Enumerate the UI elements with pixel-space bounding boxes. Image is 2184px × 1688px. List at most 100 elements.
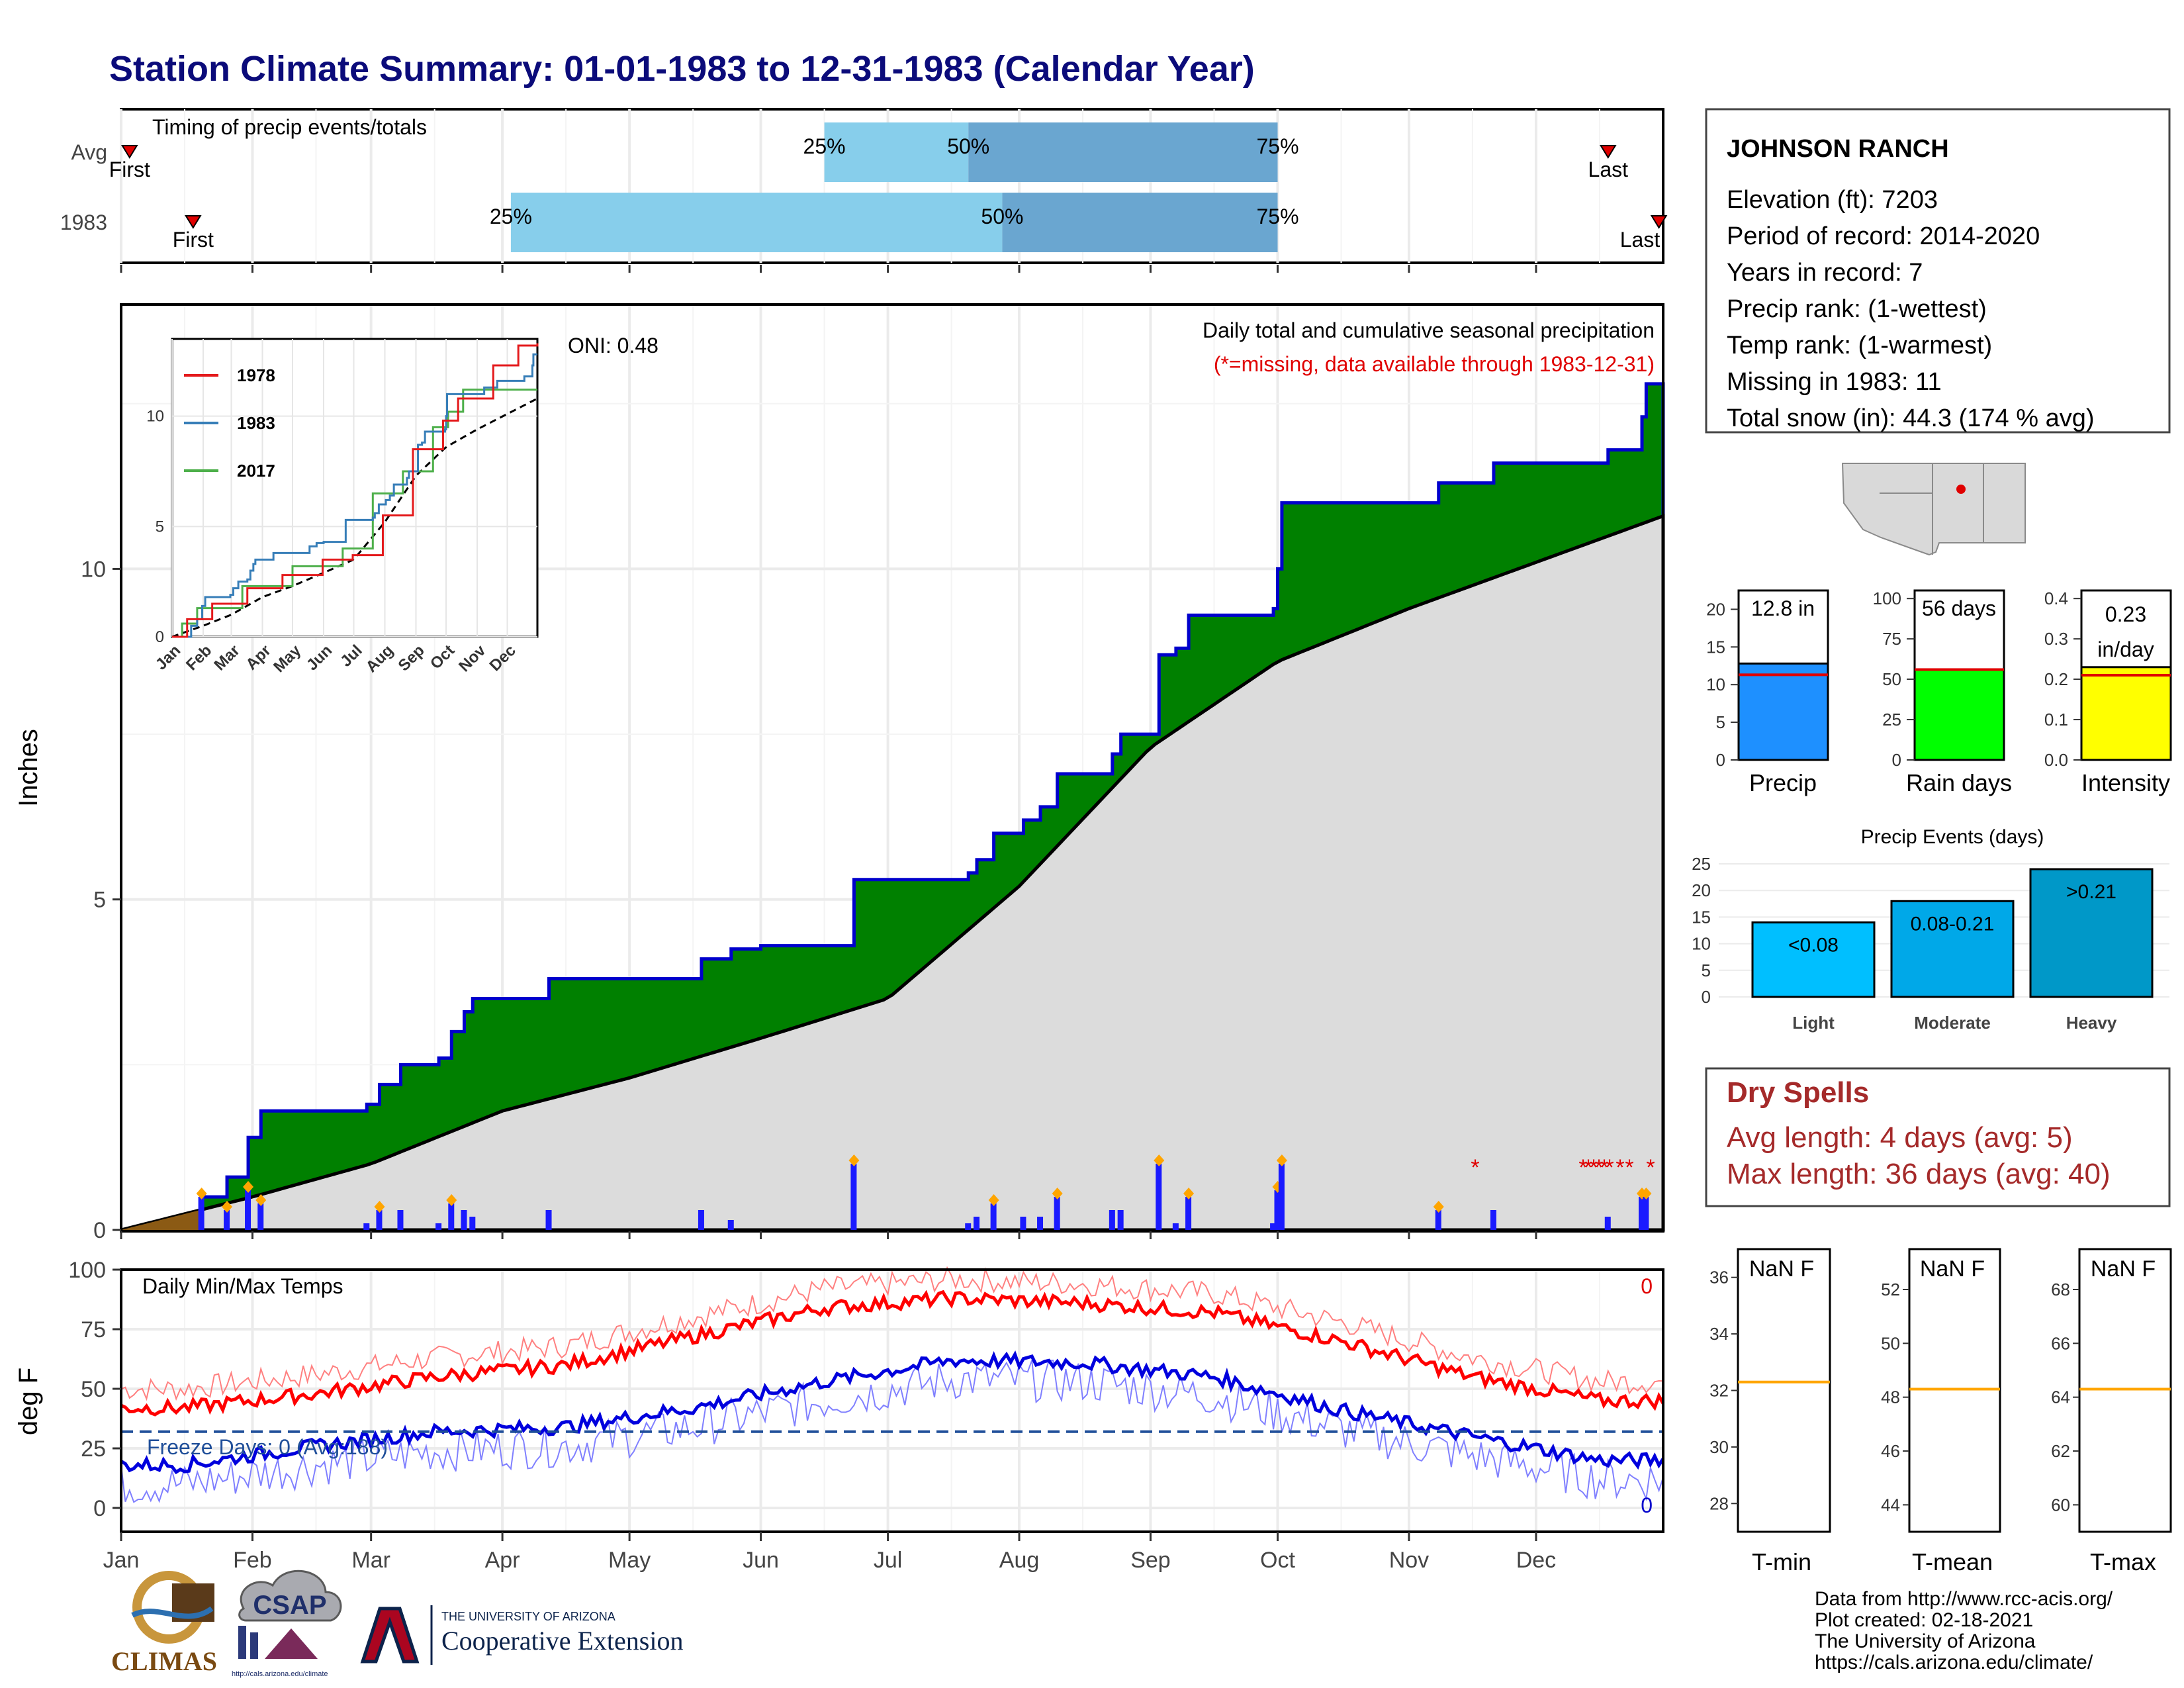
climas-wave-mark xyxy=(131,1606,214,1619)
snow-marker xyxy=(196,1188,207,1199)
daily-precip-bar xyxy=(363,1223,370,1230)
inset-series-1978 xyxy=(172,343,539,638)
station-frame xyxy=(1705,108,2171,434)
avg-max-temp-line xyxy=(120,1266,1664,1401)
month-label: Jan xyxy=(103,1548,140,1573)
snow-marker xyxy=(446,1194,457,1206)
snow-marker xyxy=(374,1201,385,1213)
daily-precip-bar xyxy=(1156,1164,1162,1230)
timing-pct-label: 25% xyxy=(803,134,846,158)
events-bar xyxy=(2029,868,2154,998)
snow-marker xyxy=(1276,1154,1287,1166)
footer-line: The University of Arizona xyxy=(1815,1630,2036,1652)
raindays-tick-label: 0 xyxy=(1892,750,1901,770)
daily-precip-bar xyxy=(469,1217,476,1230)
month-label: Oct xyxy=(1260,1548,1295,1573)
tmax-box-frame xyxy=(2078,1248,2172,1533)
tmin-tick-label: 30 xyxy=(1709,1437,1729,1457)
temp-tick-label: 75 xyxy=(81,1317,106,1342)
station-info: JOHNSON RANCH Elevation (ft): 7203 Perio… xyxy=(1705,108,2171,434)
daily-precip-bar xyxy=(1020,1217,1026,1230)
daily-precip-bar xyxy=(1274,1190,1281,1230)
temp-y-axis: 0 25 50 75 100 xyxy=(68,1258,121,1521)
month-label: Jul xyxy=(874,1548,902,1573)
missing-data-marks: * ****** * * * xyxy=(1471,1155,1655,1180)
max-temp-line xyxy=(120,1289,1665,1417)
precip-frame xyxy=(120,303,1664,1233)
summary-bars: 0 5 10 15 20 0 25 50 75 100 0.0 0.1 0.2 0.3 0.4 xyxy=(1706,588,2172,770)
events-bar-label: <0.08 xyxy=(1788,934,1839,956)
missing-day-mark: * xyxy=(1625,1155,1633,1180)
freeze-days: Freeze Days: 0 (Avg:188) xyxy=(147,1435,388,1459)
precip-tick-label: 20 xyxy=(1706,599,1725,619)
daily-precip-bar xyxy=(1054,1197,1060,1230)
tmean-tick-label: 48 xyxy=(1881,1387,1900,1407)
tmean-tick-label: 44 xyxy=(1881,1495,1900,1515)
station-line: Total snow (in): 44.3 (174 % avg) xyxy=(1727,404,2095,432)
timing-row-avg: Avg xyxy=(71,140,107,164)
footer-line: https://cals.arizona.edu/climate/ xyxy=(1815,1652,2093,1673)
missing-day-mark: * xyxy=(1584,1155,1592,1180)
temp-frame xyxy=(120,1268,1664,1533)
daily-precip-bar xyxy=(461,1210,467,1230)
timing-pct-label: 50% xyxy=(947,134,989,158)
temp-panel: 0 25 50 75 100 Jan Feb Mar Apr May Jun Jul Aug Sep Oc… xyxy=(14,1258,1665,1573)
raindays-bar-value: 56 days xyxy=(1922,596,1996,620)
tmean-label: T-mean xyxy=(1912,1548,1993,1575)
events-bar xyxy=(1751,921,1876,998)
snow-marker xyxy=(1641,1188,1652,1199)
daily-precip-bar xyxy=(1270,1223,1277,1230)
csap-wordmark: CSAP xyxy=(253,1591,326,1620)
tmax-value: NaN F xyxy=(2091,1256,2156,1282)
precip-tick-label: 10 xyxy=(1706,675,1725,694)
last-label: Last xyxy=(1588,158,1629,181)
climas-logo: CLIMAS xyxy=(111,1571,217,1676)
tmax-tick-label: 66 xyxy=(2051,1333,2070,1353)
daily-precip-bar xyxy=(1185,1197,1192,1230)
precip-tick-label: 5 xyxy=(93,888,106,913)
inset-tick-label: 10 xyxy=(146,408,164,426)
daily-precip-bar xyxy=(397,1210,404,1230)
tmean-tick-label: 52 xyxy=(1881,1280,1900,1299)
tmean-tick-label: 46 xyxy=(1881,1441,1900,1461)
events-tick-label: 10 xyxy=(1692,934,1711,954)
station-location-dot xyxy=(1956,485,1966,494)
daily-precip-bar xyxy=(1643,1197,1649,1230)
raindays-bar-label: Rain days xyxy=(1906,769,2012,796)
precip-y-axis: 0 5 10 xyxy=(81,265,1537,1243)
missing-day-mark: * xyxy=(1605,1155,1614,1180)
intensity-bar-fill xyxy=(2080,666,2172,761)
timing-marks: 25% 50% 75% First Last 25% 50% 75% First Last xyxy=(109,134,1668,252)
month-label: May xyxy=(608,1548,651,1573)
daily-precip-bars xyxy=(196,1154,1652,1230)
station-line: Elevation (ft): 7203 xyxy=(1727,186,1938,214)
timing-pct-label: 50% xyxy=(981,205,1023,228)
daily-precip-bar xyxy=(257,1203,264,1230)
station-line: Precip rank: (1-wettest) xyxy=(1727,295,1987,323)
dry-spells: Dry Spells Avg length: 4 days (avg: 5) M… xyxy=(1705,1067,2171,1207)
ua-big-text: Cooperative Extension xyxy=(441,1626,683,1656)
precip-tick-label: 0 xyxy=(93,1218,106,1243)
snow-marker xyxy=(848,1154,860,1166)
daily-precip-bar xyxy=(1435,1210,1441,1230)
raindays-bar-fill xyxy=(1913,668,2005,761)
snow-marker xyxy=(255,1194,267,1206)
daily-precip-bar xyxy=(965,1223,972,1230)
precip-tick-label: 5 xyxy=(1716,712,1725,732)
intensity-tick-label: 0.0 xyxy=(2044,750,2068,770)
inset-legend-label: 1983 xyxy=(237,413,275,433)
daily-precip-bar xyxy=(448,1203,455,1230)
footer-credits: Data from http://www.rcc-acis.org/ Plot … xyxy=(1815,1588,2113,1673)
events-category: Moderate xyxy=(1914,1013,1991,1033)
last-event-marker xyxy=(1600,145,1617,159)
raindays-tick-label: 25 xyxy=(1882,710,1901,729)
missing-caption: (*=missing, data available through 1983-… xyxy=(1214,352,1655,376)
tmin-tick-label: 28 xyxy=(1709,1493,1729,1513)
missing-day-mark: * xyxy=(1594,1155,1603,1180)
temp-tick-label: 0 xyxy=(93,1496,106,1521)
daily-precip-bar xyxy=(1638,1197,1645,1230)
intensity-tick-label: 0.2 xyxy=(2044,669,2068,689)
events-tick-label: 5 xyxy=(1702,961,1711,980)
inset-legend: 1978 1983 2017 xyxy=(184,365,275,481)
